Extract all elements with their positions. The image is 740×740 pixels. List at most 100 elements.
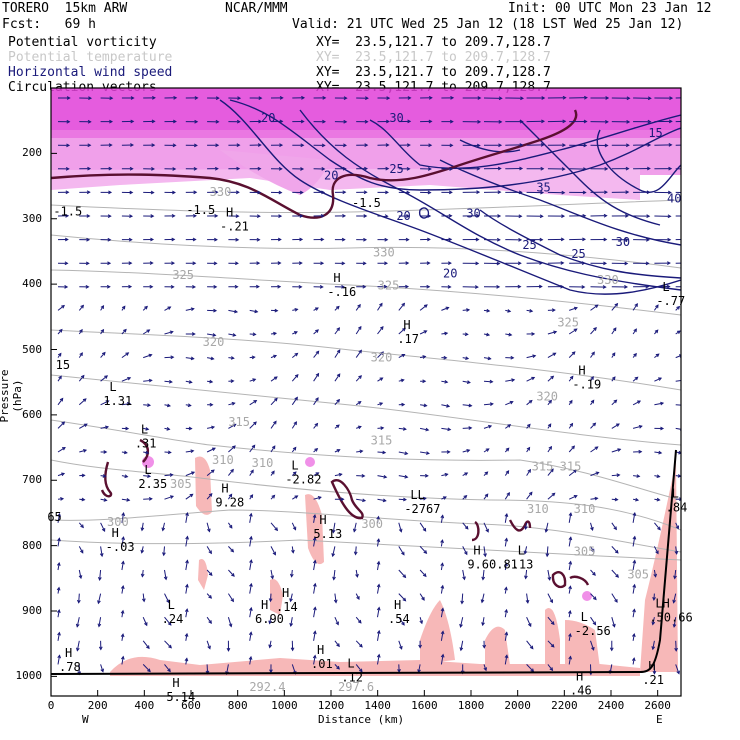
vector-head xyxy=(647,96,652,101)
vector-head xyxy=(230,356,235,360)
extremum-marker: L xyxy=(141,423,148,437)
extremum-value: -.77 xyxy=(656,294,685,308)
vector-head xyxy=(428,143,433,148)
vector-shaft xyxy=(462,380,470,384)
vector-shaft xyxy=(206,616,212,624)
wind-contour-label: 20 xyxy=(396,209,410,223)
vector-head xyxy=(624,237,629,242)
vector-head xyxy=(624,261,629,266)
vector-shaft xyxy=(121,634,124,641)
vector-head xyxy=(497,214,502,218)
vector-shaft xyxy=(398,522,402,532)
vector-shaft xyxy=(313,397,319,406)
vector-head xyxy=(336,643,340,648)
vector-head xyxy=(231,573,235,577)
vector-shaft xyxy=(674,569,677,579)
vector-head xyxy=(459,647,464,652)
vector-shaft xyxy=(568,656,572,665)
vector-head xyxy=(335,305,340,310)
model-title: TORERO 15km ARW xyxy=(2,1,128,16)
vector-shaft xyxy=(483,664,487,671)
extremum-value: 9.60.81 xyxy=(467,558,518,572)
extremum-marker: H xyxy=(261,598,268,612)
vector-shaft xyxy=(632,584,636,594)
vector-head xyxy=(376,560,381,565)
vector-head xyxy=(626,120,631,124)
vector-head xyxy=(255,284,260,289)
vector-shaft xyxy=(185,536,188,547)
vector-shaft xyxy=(206,447,216,453)
field-name-pv: Potential vorticity xyxy=(8,35,157,50)
vector-head xyxy=(249,606,253,611)
x-tick-label: 1400 xyxy=(364,699,391,712)
vector-head xyxy=(342,190,347,195)
vector-shaft xyxy=(675,664,680,674)
vector-shaft xyxy=(57,421,65,429)
vector-head xyxy=(274,397,278,402)
vector-head xyxy=(486,332,491,337)
vector-shaft xyxy=(100,664,104,672)
vector-shaft xyxy=(398,475,408,478)
vector-shaft xyxy=(228,402,235,406)
vector-head xyxy=(672,599,676,604)
vector-head xyxy=(423,550,428,554)
vector-head xyxy=(104,375,109,379)
vector-head xyxy=(190,449,195,454)
vector-head xyxy=(426,284,431,289)
vector-shaft xyxy=(652,617,655,625)
vector-head xyxy=(689,215,692,218)
field-name-wind: Horizontal wind speed xyxy=(8,65,173,80)
vector-head xyxy=(97,576,102,581)
vector-shaft xyxy=(227,617,232,627)
vector-head xyxy=(517,284,522,289)
vector-head xyxy=(569,422,574,427)
extremum-value: .46 xyxy=(570,684,592,698)
vector-head xyxy=(634,303,638,307)
vector-head xyxy=(440,584,445,589)
vector-head xyxy=(379,402,384,406)
extremum-marker: H xyxy=(282,586,289,600)
vector-shaft xyxy=(462,309,470,311)
vector-shaft xyxy=(483,357,491,360)
vector-shaft xyxy=(611,546,619,554)
vector-head xyxy=(292,526,297,531)
vector-shaft xyxy=(377,351,384,358)
vector-head xyxy=(422,573,427,578)
vector-head xyxy=(509,400,514,405)
vector-head xyxy=(422,527,427,532)
vector-head xyxy=(253,400,258,404)
vector-head xyxy=(626,96,631,101)
vector-head xyxy=(444,472,449,477)
extremum-marker: L xyxy=(518,544,525,558)
theta-contour-label: 305 xyxy=(170,477,192,491)
vector-head xyxy=(258,96,263,100)
east-label: E xyxy=(656,713,663,726)
vector-head xyxy=(384,237,389,242)
vector-head xyxy=(383,284,388,289)
vector-head xyxy=(258,119,263,124)
vector-head xyxy=(590,548,595,553)
extremum-value: -.19 xyxy=(572,378,601,392)
vector-shaft xyxy=(504,513,508,523)
vector-head xyxy=(376,653,381,658)
vector-shaft xyxy=(547,492,556,500)
vector-head xyxy=(145,450,150,455)
vector-head xyxy=(382,450,387,455)
vector-head xyxy=(273,420,277,425)
x-tick-label: 1200 xyxy=(317,699,345,712)
vector-head xyxy=(364,96,369,101)
vector-head xyxy=(363,190,368,195)
vector-head xyxy=(465,356,470,361)
vector-shaft xyxy=(57,538,60,547)
west-label: W xyxy=(82,713,89,726)
vector-shaft xyxy=(97,593,102,604)
theta-contour-label: 330 xyxy=(597,273,619,287)
extremum-marker: L xyxy=(168,598,175,612)
vector-head xyxy=(404,474,409,479)
vector-head xyxy=(592,572,596,576)
vector-head xyxy=(482,644,487,649)
vector-shaft xyxy=(461,593,464,604)
vector-shaft xyxy=(483,380,493,383)
vector-head xyxy=(103,450,108,454)
